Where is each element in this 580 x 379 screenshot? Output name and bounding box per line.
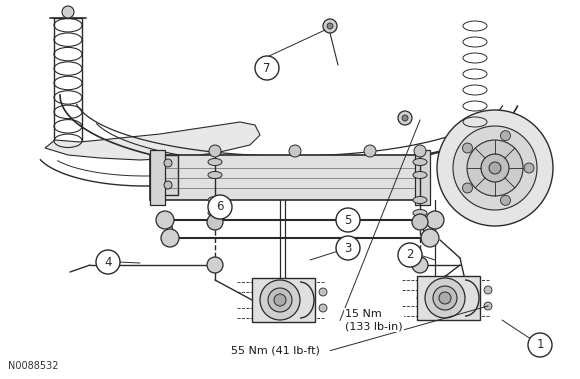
Ellipse shape (413, 196, 427, 204)
Polygon shape (150, 155, 430, 200)
Circle shape (524, 163, 534, 173)
Circle shape (96, 250, 120, 274)
Circle shape (528, 333, 552, 357)
Ellipse shape (208, 196, 222, 204)
Circle shape (208, 195, 232, 219)
Polygon shape (415, 150, 430, 205)
Circle shape (414, 145, 426, 157)
Circle shape (260, 280, 300, 320)
Circle shape (164, 159, 172, 167)
Ellipse shape (208, 172, 222, 179)
Circle shape (501, 195, 510, 205)
Circle shape (207, 257, 223, 273)
Circle shape (161, 229, 179, 247)
Text: 15 Nm
(133 lb-in): 15 Nm (133 lb-in) (345, 310, 403, 331)
Ellipse shape (413, 158, 427, 166)
Circle shape (319, 288, 327, 296)
Text: 1: 1 (536, 338, 544, 351)
Circle shape (336, 236, 360, 260)
Circle shape (62, 6, 74, 18)
Text: 2: 2 (406, 249, 414, 262)
Circle shape (437, 110, 553, 226)
Circle shape (501, 131, 510, 141)
Circle shape (433, 286, 457, 310)
Circle shape (439, 292, 451, 304)
Ellipse shape (413, 210, 427, 216)
Circle shape (426, 211, 444, 229)
Circle shape (467, 140, 523, 196)
Text: 5: 5 (345, 213, 351, 227)
Circle shape (462, 143, 473, 153)
Circle shape (462, 183, 473, 193)
Circle shape (323, 19, 337, 33)
Circle shape (156, 211, 174, 229)
Circle shape (398, 111, 412, 125)
Polygon shape (150, 150, 165, 205)
Text: 4: 4 (104, 255, 112, 268)
Circle shape (453, 126, 537, 210)
Circle shape (421, 229, 439, 247)
Circle shape (364, 145, 376, 157)
Ellipse shape (413, 172, 427, 179)
Circle shape (489, 162, 501, 174)
Text: 3: 3 (345, 241, 351, 255)
Circle shape (398, 243, 422, 267)
Circle shape (274, 294, 286, 306)
Circle shape (207, 214, 223, 230)
Circle shape (425, 278, 465, 318)
Circle shape (336, 208, 360, 232)
Circle shape (484, 286, 492, 294)
Text: N0088532: N0088532 (8, 361, 59, 371)
Circle shape (255, 56, 279, 80)
Circle shape (402, 115, 408, 121)
Circle shape (481, 154, 509, 182)
Polygon shape (417, 276, 480, 320)
Ellipse shape (208, 158, 222, 166)
Circle shape (289, 145, 301, 157)
Circle shape (327, 23, 333, 29)
Text: 55 Nm (41 lb-ft): 55 Nm (41 lb-ft) (231, 346, 320, 356)
Polygon shape (252, 278, 315, 322)
Circle shape (484, 302, 492, 310)
Circle shape (412, 214, 428, 230)
Circle shape (164, 181, 172, 189)
Text: 7: 7 (263, 61, 271, 75)
Circle shape (268, 288, 292, 312)
Text: 6: 6 (216, 200, 224, 213)
Polygon shape (45, 122, 260, 160)
Ellipse shape (208, 210, 222, 216)
Circle shape (209, 145, 221, 157)
Circle shape (412, 257, 428, 273)
Circle shape (319, 304, 327, 312)
Polygon shape (158, 155, 178, 195)
